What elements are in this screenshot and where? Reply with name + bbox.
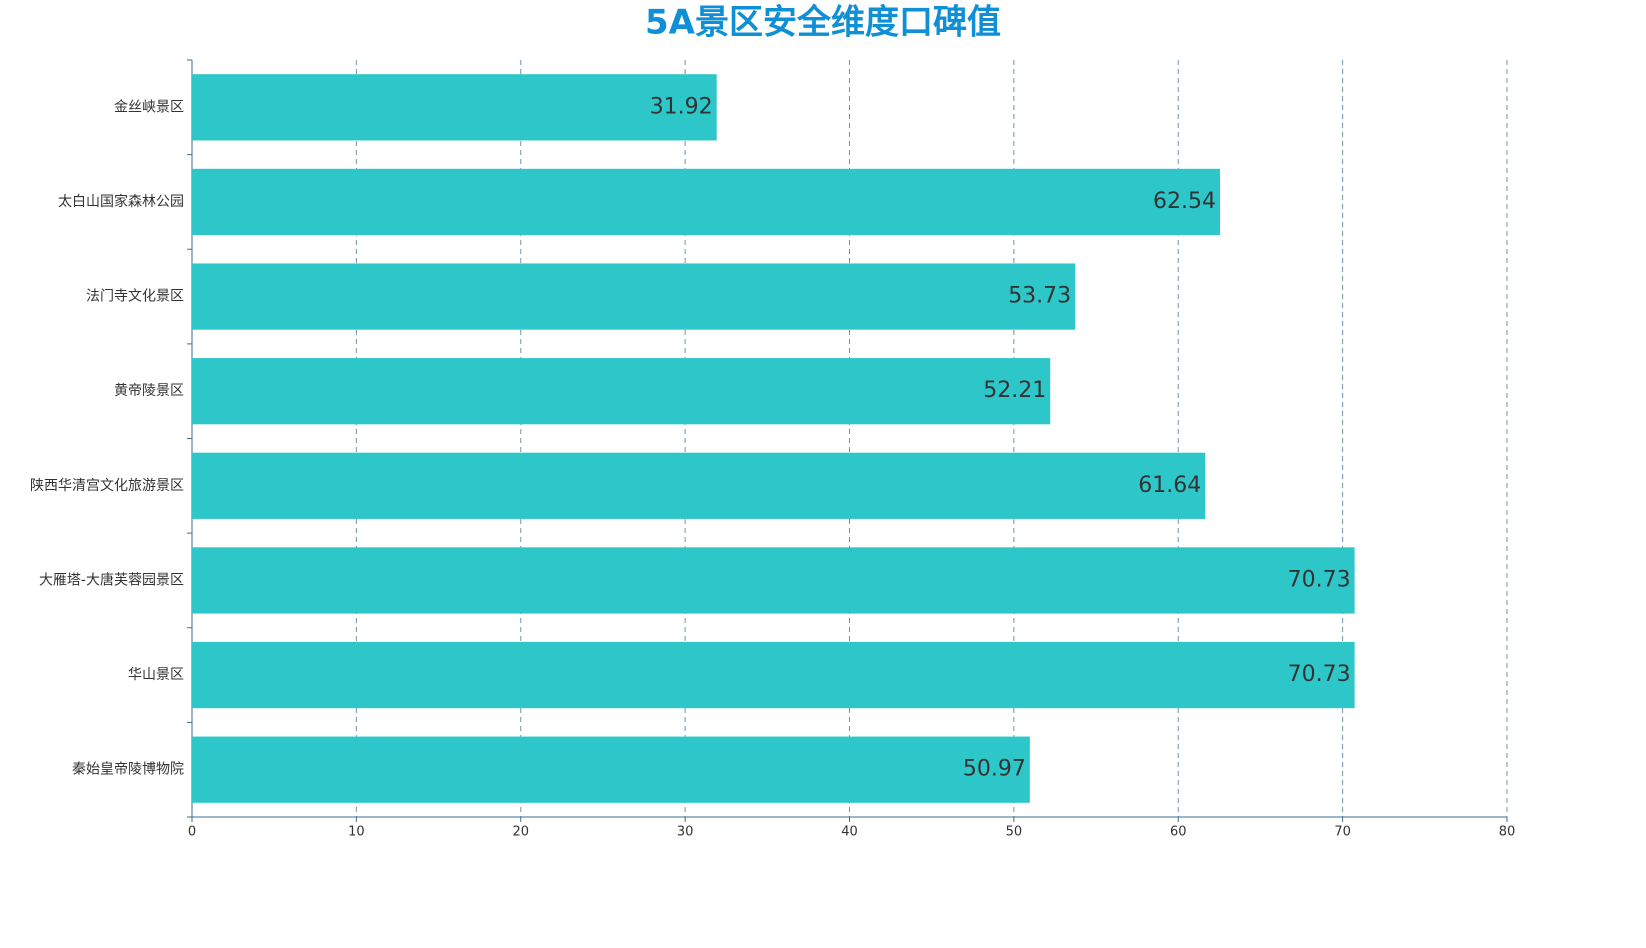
value-label: 31.92 [650,94,713,119]
value-label: 62.54 [1153,189,1216,214]
value-label: 61.64 [1138,473,1201,498]
x-tick-label: 80 [1499,825,1516,840]
bar [192,452,1206,519]
y-tick-label: 大雁塔-大唐芙蓉园景区 [39,571,184,588]
bar [192,168,1221,236]
bar [192,736,1030,803]
bar [192,358,1051,425]
value-label: 70.73 [1288,567,1351,592]
x-tick-label: 50 [1006,825,1023,840]
x-tick-label: 40 [841,825,858,840]
value-label: 53.73 [1008,284,1071,309]
x-tick-label: 60 [1170,825,1187,840]
x-tick-label: 70 [1334,825,1351,840]
x-tick-label: 20 [512,825,529,840]
x-tick-label: 0 [188,825,196,840]
y-tick-label: 法门寺文化景区 [86,289,184,305]
value-label: 70.73 [1288,662,1351,687]
bar [192,263,1076,330]
y-tick-label: 太白山国家森林公园 [58,193,184,210]
chart-title: 5A景区安全维度口碑值 [645,3,1001,43]
bar [192,547,1355,614]
y-tick-label: 华山景区 [128,667,184,683]
bar [192,74,717,141]
x-tick-label: 30 [677,825,694,840]
y-tick-label: 秦始皇帝陵博物院 [72,761,184,778]
y-tick-label: 金丝峡景区 [114,99,184,115]
y-tick-label: 陕西华清宫文化旅游景区 [30,478,184,494]
value-label: 50.97 [963,757,1026,782]
y-tick-label: 黄帝陵景区 [114,382,184,399]
value-label: 52.21 [983,378,1046,403]
x-tick-label: 10 [348,825,365,840]
bar [192,641,1355,709]
